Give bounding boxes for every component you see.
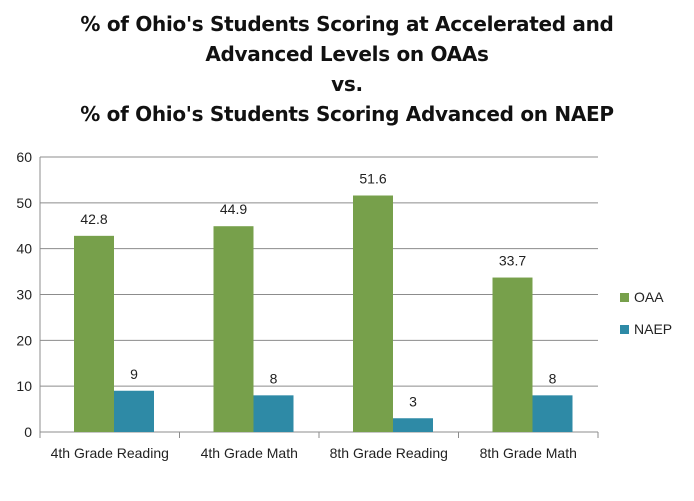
bar-naep-3 (532, 395, 573, 432)
bar-oaa-1 (213, 226, 254, 432)
y-tick-label-30: 30 (16, 287, 32, 303)
y-tick-label-10: 10 (16, 378, 32, 394)
bar-naep-2 (393, 418, 433, 432)
x-category-label-3: 8th Grade Math (480, 445, 577, 461)
bar-oaa-2 (353, 195, 393, 432)
x-category-label-0: 4th Grade Reading (51, 445, 169, 461)
legend-label-naep: NAEP (634, 321, 672, 337)
x-category-label-1: 4th Grade Math (201, 445, 298, 461)
data-label-naep-0: 9 (130, 366, 138, 382)
y-tick-label-0: 0 (24, 424, 32, 440)
chart-title-line-4: % of Ohio's Students Scoring Advanced on… (80, 102, 614, 126)
y-tick-label-60: 60 (16, 149, 32, 165)
data-label-oaa-0: 42.8 (80, 211, 107, 227)
legend-swatch-oaa (620, 293, 629, 302)
x-category-label-2: 8th Grade Reading (330, 445, 448, 461)
bar-oaa-0 (74, 235, 114, 432)
data-label-naep-2: 3 (409, 393, 417, 409)
data-label-oaa-2: 51.6 (359, 171, 386, 187)
bar-oaa-3 (492, 277, 533, 432)
bar-naep-1 (253, 395, 294, 432)
chart-title-line-3: vs. (331, 72, 363, 96)
legend-label-oaa: OAA (634, 289, 664, 305)
bar-naep-0 (114, 390, 154, 432)
chart-title-line-2: Advanced Levels on OAAs (205, 42, 489, 66)
data-label-naep-1: 8 (270, 370, 278, 386)
data-label-naep-3: 8 (549, 370, 557, 386)
y-tick-label-40: 40 (16, 241, 32, 257)
y-tick-label-50: 50 (16, 195, 32, 211)
data-label-oaa-1: 44.9 (220, 201, 247, 217)
y-tick-label-20: 20 (16, 332, 32, 348)
chart-title-line-1: % of Ohio's Students Scoring at Accelera… (80, 12, 614, 36)
legend-swatch-naep (620, 325, 629, 334)
data-label-oaa-3: 33.7 (499, 253, 526, 269)
